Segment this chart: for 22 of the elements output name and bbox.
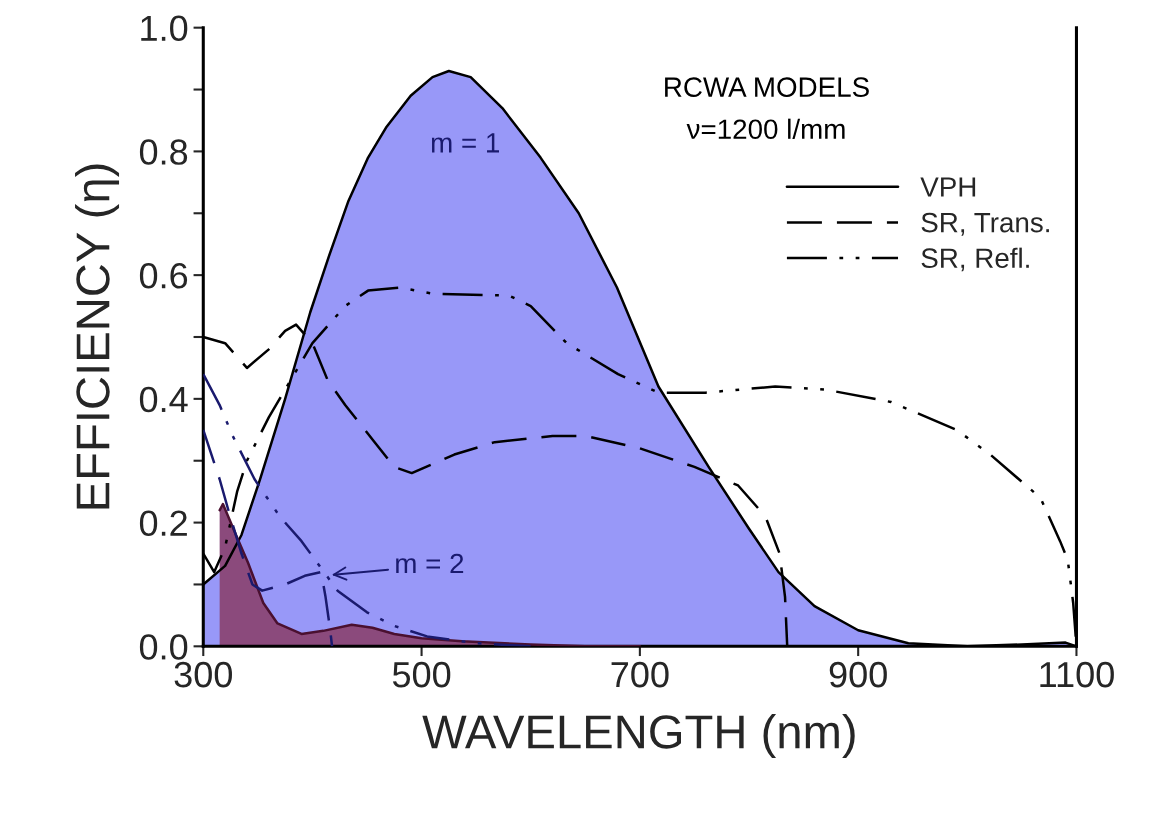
legend-label: SR, Trans. [921, 212, 1049, 236]
y-axis-title: EFFICIENCY (η) [75, 164, 120, 509]
annotation: m = 2 [396, 553, 464, 574]
y-tick-label: 1.0 [141, 15, 188, 42]
x-axis-title: WAVELENGTH (nm) [422, 714, 855, 758]
y-tick-label: 0.4 [139, 386, 188, 413]
x-tick-label: 1100 [1040, 661, 1114, 688]
x-tick-label: 300 [174, 661, 232, 688]
x-tick-label: 700 [611, 661, 669, 688]
annotation: ν=1200 l/mm [686, 118, 845, 140]
y-tick-label: 0.8 [139, 139, 188, 165]
line-series [203, 372, 532, 647]
x-tick-label: 500 [392, 661, 451, 688]
x-tick-label: 900 [829, 661, 887, 688]
y-tick-label: 0.6 [139, 263, 188, 289]
annotation: RCWA MODELS [665, 77, 869, 97]
legend-label: SR, Refl. [921, 247, 1029, 272]
line-series [203, 428, 334, 647]
y-tick-label: 0.0 [139, 634, 188, 660]
annotation: m = 1 [431, 133, 499, 153]
y-tick-label: 0.2 [139, 510, 187, 537]
legend-label: VPH [920, 177, 976, 197]
